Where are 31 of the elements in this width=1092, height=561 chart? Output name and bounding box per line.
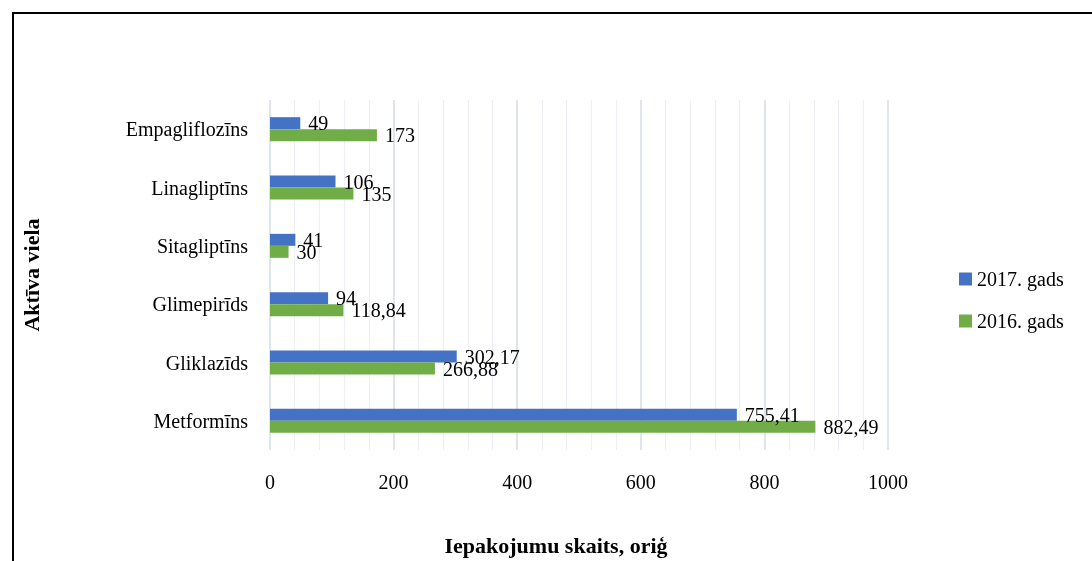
data-label: 882,49 [823, 415, 879, 438]
legend-label: 2016. gads [977, 310, 1064, 333]
legend-label: 2017. gads [977, 268, 1064, 291]
data-label: 755,41 [744, 403, 800, 426]
x-tick-label: 600 [625, 471, 656, 493]
x-tick-label: 800 [749, 471, 780, 493]
x-tick-label: 1000 [868, 471, 908, 493]
y-tick-label: Linagliptīns [151, 176, 249, 200]
x-tick-label: 0 [265, 471, 275, 493]
bar [270, 408, 737, 421]
bar [270, 129, 377, 142]
y-axis-title: Aktīva viela [18, 218, 44, 332]
bar [270, 117, 301, 130]
x-tick-label: 400 [502, 471, 533, 493]
x-axis-title: Iepakojumu skaits, oriģ [444, 532, 668, 558]
data-label: 173 [384, 124, 415, 147]
bar [270, 233, 296, 246]
y-tick-label: Glimepirīds [152, 293, 249, 317]
bar [270, 245, 289, 258]
bar [270, 187, 354, 200]
bar [270, 304, 344, 317]
x-tick-label: 200 [378, 471, 409, 493]
y-tick-label: Empagliflozīns [125, 118, 249, 142]
data-label: 49 [308, 112, 329, 135]
y-tick-label: Sitagliptīns [156, 234, 249, 258]
bar [270, 175, 336, 188]
bar [270, 350, 457, 363]
bar [270, 362, 435, 375]
y-tick-label: Gliklazīds [165, 351, 249, 374]
bar [270, 292, 329, 305]
y-tick-label: Metformīns [153, 409, 249, 432]
